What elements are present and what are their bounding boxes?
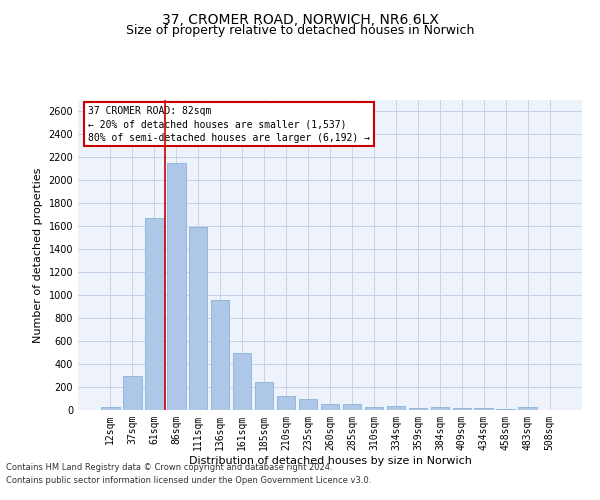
Bar — [343, 404, 361, 410]
Bar — [409, 408, 427, 410]
Bar — [277, 396, 295, 410]
Bar — [189, 228, 208, 410]
Bar — [255, 382, 274, 410]
Bar — [386, 406, 405, 410]
Bar — [167, 163, 185, 410]
Bar — [452, 408, 471, 410]
Bar — [211, 300, 229, 410]
Text: 37 CROMER ROAD: 82sqm
← 20% of detached houses are smaller (1,537)
80% of semi-d: 37 CROMER ROAD: 82sqm ← 20% of detached … — [88, 106, 370, 142]
Y-axis label: Number of detached properties: Number of detached properties — [33, 168, 43, 342]
Bar — [233, 352, 251, 410]
X-axis label: Distribution of detached houses by size in Norwich: Distribution of detached houses by size … — [188, 456, 472, 466]
Text: Size of property relative to detached houses in Norwich: Size of property relative to detached ho… — [126, 24, 474, 37]
Text: 37, CROMER ROAD, NORWICH, NR6 6LX: 37, CROMER ROAD, NORWICH, NR6 6LX — [161, 12, 439, 26]
Bar — [320, 404, 340, 410]
Bar — [518, 407, 537, 410]
Text: Contains public sector information licensed under the Open Government Licence v3: Contains public sector information licen… — [6, 476, 371, 485]
Bar — [145, 218, 164, 410]
Bar — [101, 407, 119, 410]
Text: Contains HM Land Registry data © Crown copyright and database right 2024.: Contains HM Land Registry data © Crown c… — [6, 464, 332, 472]
Bar — [299, 398, 317, 410]
Bar — [475, 408, 493, 410]
Bar — [431, 407, 449, 410]
Bar — [123, 376, 142, 410]
Bar — [365, 406, 383, 410]
